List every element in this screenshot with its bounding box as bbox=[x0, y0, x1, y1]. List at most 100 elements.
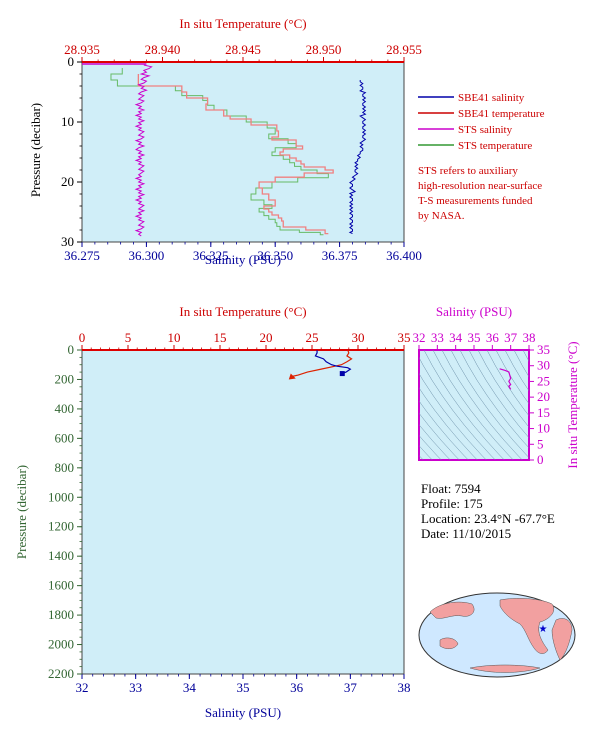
ts-salinity-axis-label: Salinity (PSU) bbox=[436, 304, 512, 319]
sts-note-line-1: STS refers to auxiliary bbox=[418, 165, 518, 177]
ts-temp-tick-label-7: 35 bbox=[537, 342, 550, 357]
ts-temp-tick-label-2: 10 bbox=[537, 421, 550, 436]
ts-sal-tick-label-1: 33 bbox=[431, 330, 444, 345]
top-sal-tick-label-5: 36.400 bbox=[386, 248, 422, 263]
density-contour bbox=[486, 350, 529, 417]
ts-plot-area bbox=[418, 349, 530, 461]
full-pres-tick-label-8: 1600 bbox=[48, 578, 74, 593]
top-sal-tick-label-1: 36.300 bbox=[129, 248, 165, 263]
full-temp-tick-label-5: 25 bbox=[306, 330, 319, 345]
top-salinity-axis-label: Salinity (PSU) bbox=[205, 252, 281, 267]
top-sal-tick-label-0: 36.275 bbox=[64, 248, 100, 263]
ts-sal-tick-label-3: 35 bbox=[468, 330, 481, 345]
full-sal-tick-label-3: 35 bbox=[237, 680, 250, 695]
temperature-end-marker bbox=[288, 373, 296, 380]
top-pres-tick-label-3: 30 bbox=[61, 234, 74, 249]
ts-temp-tick-label-3: 15 bbox=[537, 405, 550, 420]
legend: SBE41 salinity SBE41 temperature STS sal… bbox=[418, 92, 545, 222]
series-sts-salinity bbox=[134, 64, 153, 237]
density-contour bbox=[419, 424, 451, 460]
world-map: ★ bbox=[418, 592, 576, 678]
full-pres-tick-label-1: 200 bbox=[55, 371, 75, 386]
ts-sal-tick-label-6: 38 bbox=[523, 330, 536, 345]
full-sal-tick-label-4: 36 bbox=[290, 680, 304, 695]
full-temp-tick-label-0: 0 bbox=[79, 330, 86, 345]
map-land-asia bbox=[429, 601, 475, 619]
full-sal-tick-label-0: 32 bbox=[76, 680, 89, 695]
series-temperature-profile bbox=[291, 350, 353, 378]
top-temp-tick-label-2: 28.945 bbox=[225, 42, 261, 57]
ts-temp-tick-label-1: 5 bbox=[537, 436, 544, 451]
float-info: Float: 7594 Profile: 175 Location: 23.4°… bbox=[421, 481, 555, 541]
top-pres-tick-label-0: 0 bbox=[68, 54, 75, 69]
series-sbe41-salinity bbox=[348, 80, 367, 235]
ts-sal-tick-label-2: 34 bbox=[449, 330, 463, 345]
top-temp-axis-label: In situ Temperature (°C) bbox=[179, 16, 306, 31]
density-contour bbox=[441, 350, 523, 460]
series-sbe41-temperature bbox=[137, 74, 334, 235]
full-pres-tick-label-7: 1400 bbox=[48, 548, 74, 563]
location: Location: 23.4°N -67.7°E bbox=[421, 511, 555, 526]
series-ts-curve bbox=[499, 368, 512, 390]
full-pres-tick-label-11: 2200 bbox=[48, 666, 74, 681]
top-sal-tick-label-4: 36.375 bbox=[322, 248, 358, 263]
top-temp-tick-label-1: 28.940 bbox=[145, 42, 181, 57]
full-temp-tick-label-1: 5 bbox=[125, 330, 132, 345]
ts-sal-tick-label-0: 32 bbox=[413, 330, 426, 345]
top-plot-area bbox=[81, 61, 405, 243]
density-contour bbox=[522, 350, 529, 362]
density-contour bbox=[419, 455, 424, 460]
ts-temp-tick-label-4: 20 bbox=[537, 389, 550, 404]
full-pres-tick-label-2: 400 bbox=[55, 401, 75, 416]
full-pres-tick-label-6: 1200 bbox=[48, 519, 74, 534]
full-profile-chart: In situ Temperature (°C) Salinity (PSU) … bbox=[14, 304, 411, 720]
full-sal-tick-label-1: 33 bbox=[129, 680, 142, 695]
full-pres-tick-label-9: 1800 bbox=[48, 607, 74, 622]
full-temp-tick-label-2: 10 bbox=[168, 330, 181, 345]
map-land-africa bbox=[551, 618, 573, 661]
top-sal-tick-label-2: 36.325 bbox=[193, 248, 229, 263]
full-temp-tick-label-6: 30 bbox=[352, 330, 365, 345]
ts-temp-tick-label-5: 25 bbox=[537, 373, 550, 388]
density-contour bbox=[423, 350, 505, 460]
full-sal-tick-label-2: 34 bbox=[183, 680, 197, 695]
top-pres-tick-label-2: 20 bbox=[61, 174, 74, 189]
sts-note-line-4: by NASA. bbox=[418, 210, 465, 222]
ts-temp-tick-label-6: 30 bbox=[537, 358, 550, 373]
profile-number: Profile: 175 bbox=[421, 496, 483, 511]
density-contour bbox=[513, 350, 529, 378]
full-sal-tick-label-5: 37 bbox=[344, 680, 358, 695]
ts-sal-tick-label-5: 37 bbox=[504, 330, 518, 345]
density-contour bbox=[419, 387, 478, 460]
ts-diagram: Salinity (PSU) In situ Temperature (°C) … bbox=[413, 304, 581, 469]
full-temp-tick-label-3: 15 bbox=[214, 330, 227, 345]
density-contour bbox=[419, 412, 460, 460]
map-land-americas bbox=[499, 598, 555, 654]
density-contour bbox=[419, 400, 469, 460]
density-contour bbox=[504, 350, 529, 392]
density-contour bbox=[468, 350, 529, 439]
density-contour bbox=[459, 350, 529, 449]
density-contour bbox=[419, 435, 442, 460]
full-pres-tick-label-4: 800 bbox=[55, 460, 75, 475]
density-contour bbox=[477, 350, 529, 428]
ts-temp-tick-label-0: 0 bbox=[537, 452, 544, 467]
map-land-antarctica bbox=[469, 664, 541, 673]
float-location-marker: ★ bbox=[539, 624, 548, 635]
top-profile-chart: In situ Temperature (°C) Salinity (PSU) … bbox=[28, 16, 422, 267]
density-contours bbox=[419, 350, 529, 460]
full-pres-tick-label-3: 600 bbox=[55, 430, 75, 445]
full-sal-tick-label-6: 38 bbox=[398, 680, 411, 695]
map-land-australia bbox=[439, 637, 459, 649]
full-pres-tick-label-10: 2000 bbox=[48, 637, 74, 652]
legend-label-sbe41-temperature: SBE41 temperature bbox=[458, 108, 545, 120]
density-contour bbox=[450, 350, 529, 459]
legend-label-sts-salinity: STS salinity bbox=[458, 124, 513, 136]
full-plot-area bbox=[81, 349, 405, 675]
full-salinity-axis-label: Salinity (PSU) bbox=[205, 705, 281, 720]
density-contour bbox=[419, 357, 496, 460]
full-temp-tick-label-4: 20 bbox=[260, 330, 273, 345]
full-pres-tick-label-5: 1000 bbox=[48, 489, 74, 504]
ts-sal-tick-label-4: 36 bbox=[486, 330, 500, 345]
